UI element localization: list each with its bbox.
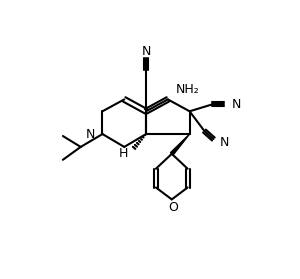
Text: N: N bbox=[86, 128, 95, 141]
Text: O: O bbox=[168, 201, 178, 214]
Polygon shape bbox=[170, 134, 190, 155]
Text: H: H bbox=[119, 147, 128, 160]
Text: N: N bbox=[141, 45, 151, 58]
Text: N: N bbox=[219, 136, 229, 150]
Text: N: N bbox=[232, 98, 242, 111]
Text: NH₂: NH₂ bbox=[176, 83, 200, 96]
